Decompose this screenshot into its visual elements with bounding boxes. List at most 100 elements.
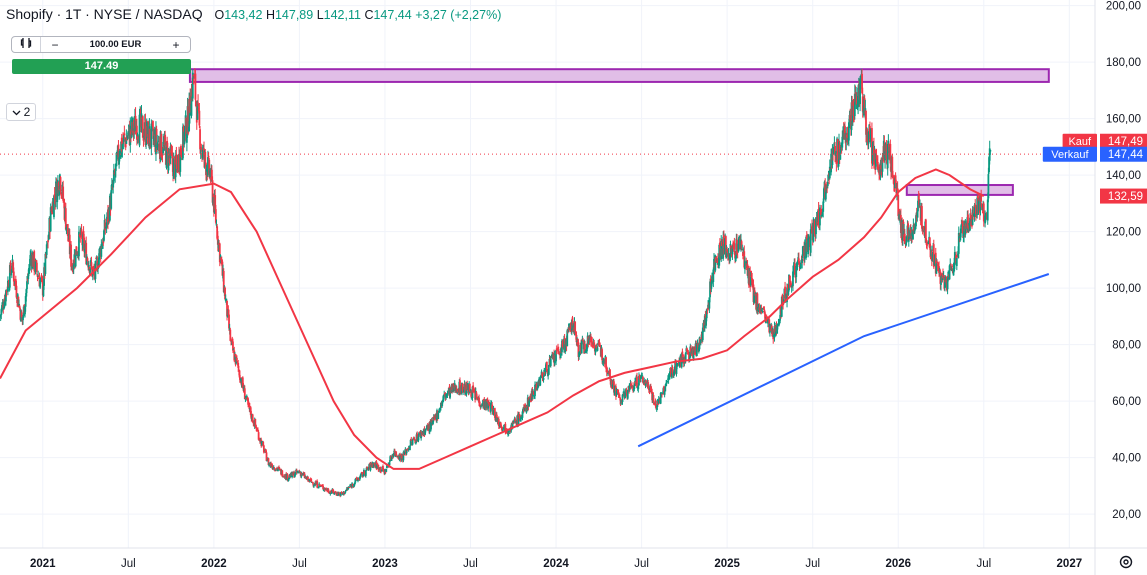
candle-body <box>416 433 419 441</box>
candle-body <box>792 267 795 273</box>
candle-body <box>543 371 546 374</box>
candle-body <box>724 236 727 258</box>
candle-body <box>737 243 740 252</box>
candle-body <box>325 487 328 490</box>
settings-icon[interactable] <box>1118 554 1134 570</box>
candle-body <box>168 158 171 160</box>
symbol-title[interactable]: Shopify · 1T · NYSE / NASDAQ <box>6 6 203 22</box>
candle-body <box>24 306 26 315</box>
change-value: +3,27 (+2,27%) <box>415 8 502 22</box>
candle-body <box>632 388 635 391</box>
candle-body <box>792 271 794 287</box>
candle-body <box>312 483 315 486</box>
candle-body <box>794 263 796 275</box>
decrease-button[interactable]: − <box>51 37 59 52</box>
candle-body <box>506 431 509 434</box>
candle-body <box>358 479 361 481</box>
candle-body <box>377 464 380 471</box>
candle-body <box>18 303 20 306</box>
candle-body <box>488 403 491 406</box>
candle-body <box>361 473 364 477</box>
candle-body <box>559 348 562 359</box>
candle-body <box>647 382 650 389</box>
candle-body <box>605 367 608 373</box>
candle-body <box>824 183 827 199</box>
candle-body <box>25 289 28 297</box>
candle-body <box>276 469 279 471</box>
candle-body <box>195 101 197 104</box>
candle-body <box>14 279 17 288</box>
candle-body <box>928 237 931 249</box>
candle-body <box>889 143 892 164</box>
candle-body <box>366 466 369 469</box>
candle-body <box>104 222 107 231</box>
candle-body <box>580 341 583 354</box>
candle-body <box>382 469 385 471</box>
candle-body <box>594 348 597 353</box>
candle-body <box>722 234 725 249</box>
candle-body <box>546 369 549 374</box>
candle-body <box>294 471 297 476</box>
quantity-input[interactable]: 100.00 EUR <box>89 39 142 50</box>
candle-body <box>185 133 188 143</box>
candle-body <box>367 468 370 470</box>
low-value: 142,11 <box>323 8 361 22</box>
candle-body <box>582 339 584 341</box>
buy-price-button[interactable]: 147.49 <box>12 59 191 74</box>
candle-body <box>191 72 194 99</box>
candle-body <box>10 273 13 275</box>
price-tag-value: 132,59 <box>1108 191 1143 203</box>
candle-body <box>249 407 252 416</box>
candle-body <box>33 251 36 271</box>
price-tag-label: Verkauf <box>1051 149 1089 161</box>
candle-body <box>659 392 662 404</box>
candle-body <box>960 224 963 227</box>
candle-body <box>29 255 32 266</box>
candle-body <box>7 282 10 288</box>
candle-body <box>235 357 238 361</box>
candle-body <box>767 320 769 324</box>
candle-body <box>690 347 692 352</box>
candle-body <box>463 389 465 392</box>
candle-body <box>574 332 577 336</box>
candle-body <box>219 255 222 260</box>
candle-body <box>251 414 254 423</box>
candle-body <box>838 144 841 159</box>
candle-body <box>624 392 627 399</box>
candle-body <box>141 116 144 138</box>
candle-body <box>216 226 219 239</box>
y-tick-label: 20,00 <box>1112 509 1141 521</box>
candle-body <box>39 277 42 280</box>
candle-body <box>62 186 65 201</box>
candle-body <box>379 466 382 472</box>
candle-body <box>181 158 184 160</box>
indicators-toggle[interactable]: 2 <box>6 103 36 121</box>
price-tag-label-bg <box>1042 146 1097 162</box>
candle-body <box>475 392 478 399</box>
candle-body <box>935 263 938 274</box>
candle-body <box>126 137 128 140</box>
candle-body <box>335 492 338 495</box>
candle-body <box>569 324 572 331</box>
candle-body <box>42 286 45 297</box>
increase-button[interactable]: + <box>172 37 180 52</box>
candle-body <box>714 255 717 271</box>
candle-body <box>861 73 863 94</box>
candle-body <box>811 225 813 234</box>
candle-body <box>731 246 734 255</box>
candle-body <box>204 151 207 162</box>
candle-body <box>117 144 120 161</box>
candle-body <box>266 460 269 462</box>
candle-body <box>344 491 347 493</box>
candle-body <box>220 257 223 261</box>
open-label: O <box>214 8 225 22</box>
candle-body <box>309 479 311 481</box>
candle-body <box>905 242 908 246</box>
candle-body <box>676 365 679 367</box>
candle-body <box>840 148 843 150</box>
candles-icon[interactable] <box>12 37 40 52</box>
candle-body <box>590 340 593 342</box>
candle-body <box>359 476 361 480</box>
candle-body <box>913 231 916 233</box>
